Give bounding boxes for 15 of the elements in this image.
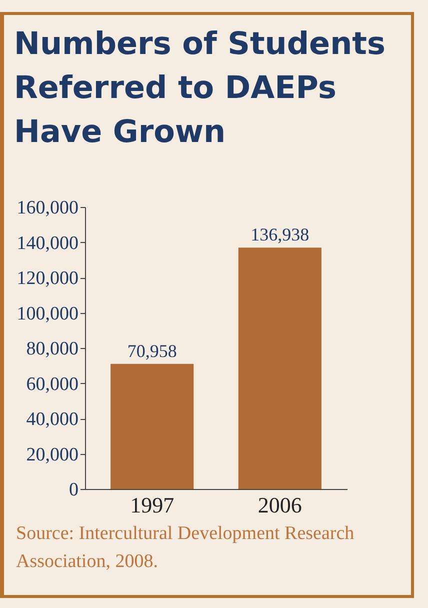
source-note: Source: Intercultural Development Research Association, 2008.: [16, 522, 354, 574]
chart-title: Numbers of Students Referred to DAEPs Have Grown: [14, 25, 386, 152]
x-tick-label: 2006: [258, 492, 302, 518]
y-tick-label: 140,000: [16, 232, 78, 254]
y-tick-label: 60,000: [26, 374, 78, 395]
y-tick-label: 40,000: [26, 409, 78, 430]
y-tick-label: 80,000: [26, 338, 78, 360]
y-tick-label: 160,000: [16, 198, 78, 218]
y-tick-label: 120,000: [16, 268, 78, 289]
data-label: 136,938: [250, 224, 310, 245]
y-tick-label: 100,000: [16, 303, 78, 324]
data-label: 70,958: [127, 340, 177, 361]
x-tick-label: 1997: [130, 492, 174, 518]
y-tick-label: 20,000: [26, 444, 78, 466]
y-tick-label: 0: [69, 480, 78, 500]
